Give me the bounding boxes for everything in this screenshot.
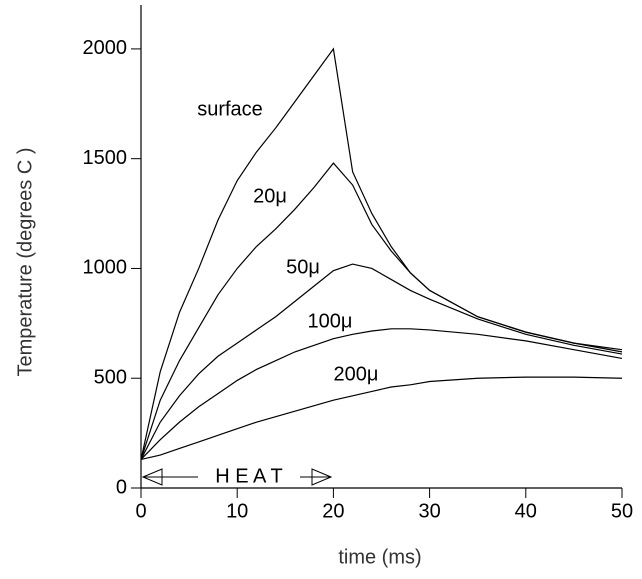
x-tick-label: 20 [322, 500, 344, 522]
y-tick-label: 0 [116, 476, 127, 498]
x-tick-label: 40 [515, 500, 537, 522]
y-tick-label: 1000 [83, 257, 128, 279]
x-tick-label: 50 [611, 500, 633, 522]
y-axis-title: Temperature (degrees C ) [14, 148, 36, 377]
series-label: 50μ [286, 256, 320, 278]
line [140, 328, 623, 460]
heat-annotation: H E A T [215, 465, 282, 487]
y-tick-label: 1500 [83, 147, 128, 169]
line [140, 263, 623, 460]
x-tick-label: 30 [418, 500, 440, 522]
series-label: 20μ [253, 185, 287, 207]
series-label: surface [197, 98, 263, 120]
y-tick-label: 500 [94, 367, 127, 389]
series-label: 100μ [308, 310, 353, 332]
series-label: 200μ [334, 363, 379, 385]
line [140, 162, 623, 460]
x-tick-label: 10 [226, 500, 248, 522]
x-tick-label: 0 [135, 500, 146, 522]
line [140, 376, 623, 461]
x-axis-title: time (ms) [338, 546, 421, 568]
heat-arrow [141, 468, 333, 486]
y-tick-label: 2000 [83, 37, 128, 59]
